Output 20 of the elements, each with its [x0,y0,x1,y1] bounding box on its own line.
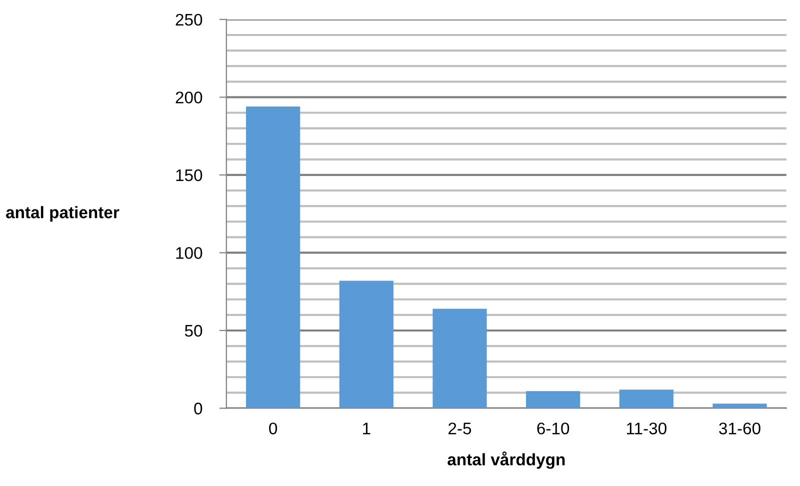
x-tick-label: 31-60 [719,422,760,434]
x-tick-label: 0 [269,422,278,434]
bar [712,404,767,408]
x-axis-title: antal vårddygn [448,452,565,469]
bar [526,391,580,408]
y-tick-label: 50 [184,324,202,337]
y-tick-label: 250 [176,14,202,26]
x-tick-label: 11-30 [626,422,666,434]
y-tick-label: 200 [176,92,202,104]
y-tick-label: 150 [176,169,202,182]
bar [432,308,487,408]
y-tick-label: 100 [176,247,202,259]
y-tick-label: 0 [194,402,202,414]
bar [246,106,300,408]
bar [619,390,674,408]
y-axis-title: antal patienter [6,206,120,222]
x-tick-label: 2-5 [448,422,472,434]
x-tick-label: 1 [363,422,370,434]
x-tick-label: 6-10 [537,422,570,434]
bar [339,280,394,408]
